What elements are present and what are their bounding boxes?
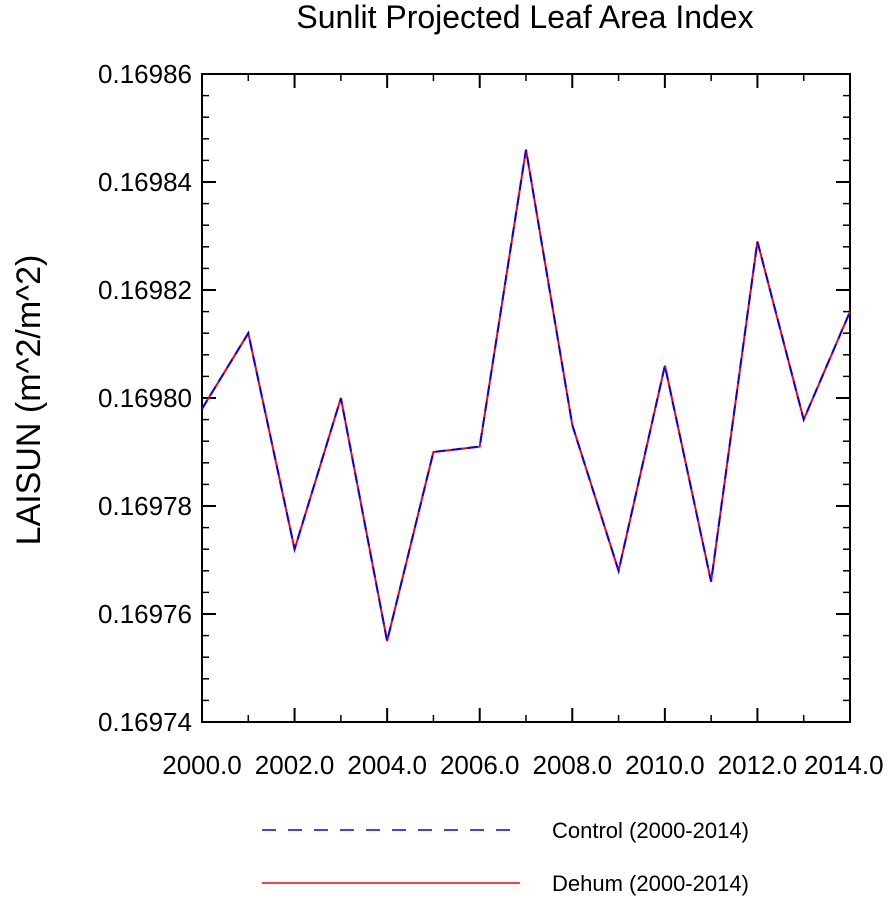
y-tick-label: 0.16982 xyxy=(98,275,192,305)
axis-ticks xyxy=(201,73,851,723)
plot-frame xyxy=(201,73,851,723)
y-tick-label: 0.16976 xyxy=(98,599,192,629)
x-tick-label: 2014.0 xyxy=(804,750,884,780)
series-line-control xyxy=(201,149,851,642)
legend-label: Control (2000-2014) xyxy=(552,818,749,843)
series-lines xyxy=(201,149,851,642)
legend-label: Dehum (2000-2014) xyxy=(552,871,749,896)
y-tick-label: 0.16974 xyxy=(98,707,192,737)
chart-title: Sunlit Projected Leaf Area Index xyxy=(296,0,753,35)
x-tick-label: 2000.0 xyxy=(162,750,242,780)
x-tick-label: 2010.0 xyxy=(625,750,705,780)
x-tick-label: 2002.0 xyxy=(255,750,335,780)
legend: Control (2000-2014) Dehum (2000-2014) xyxy=(262,818,749,896)
x-tick-label: 2012.0 xyxy=(718,750,798,780)
series-line-dehum xyxy=(201,149,851,642)
y-axis-label: LAISUN (m^2/m^2) xyxy=(10,255,48,546)
x-tick-label: 2008.0 xyxy=(533,750,613,780)
y-tick-label: 0.16986 xyxy=(98,59,192,89)
x-tick-label: 2004.0 xyxy=(347,750,427,780)
y-tick-label: 0.16980 xyxy=(98,383,192,413)
y-tick-label: 0.16984 xyxy=(98,167,192,197)
x-tick-label: 2006.0 xyxy=(440,750,520,780)
y-tick-labels: 0.16974 0.16976 0.16978 0.16980 0.16982 0.169… xyxy=(98,59,192,737)
x-tick-labels: 2000.0 2002.0 2004.0 2006.0 2008.0 2010.0 2012… xyxy=(162,750,883,780)
y-tick-label: 0.16978 xyxy=(98,491,192,521)
